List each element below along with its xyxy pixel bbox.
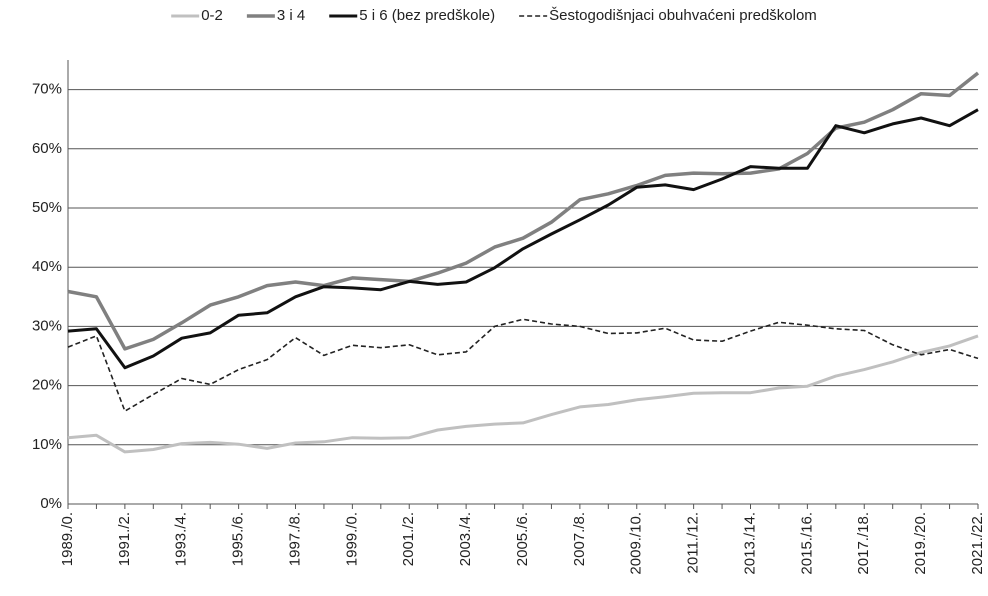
y-tick-label: 50% — [32, 199, 62, 216]
y-tick-label: 0% — [40, 495, 62, 512]
series-line — [67, 71, 980, 351]
y-tick-label: 20% — [32, 377, 62, 394]
x-tick-label: 2005./6. — [514, 512, 531, 566]
x-tick-label: 1995./6. — [230, 512, 247, 566]
x-tick-label: 2019./20. — [912, 512, 929, 575]
x-tick-label: 1999./0. — [343, 512, 360, 566]
legend-label: Šestogodišnjaci obuhvaćeni predškolom — [549, 7, 817, 24]
y-tick-label: 30% — [32, 317, 62, 334]
x-tick-label: 2013./14. — [741, 512, 758, 575]
x-tick-label: 2011./12. — [685, 512, 702, 573]
x-tick-label: 2021./22. — [969, 512, 986, 575]
x-tick-label: 1997./8. — [286, 512, 303, 566]
legend: 0-2 3 i 4 5 i 6 (bez predškole) Šestogodišn… — [171, 7, 817, 24]
legend-label: 0-2 — [201, 7, 223, 24]
series-line — [67, 108, 979, 370]
y-tick-label: 10% — [32, 436, 62, 453]
series-line — [67, 334, 979, 454]
y-tick-label: 60% — [32, 140, 62, 157]
legend-label: 5 i 6 (bez predškole) — [359, 7, 495, 24]
x-tick-label: 2015./16. — [798, 512, 815, 575]
x-tick-label: 2007./8. — [571, 512, 588, 566]
x-tick-label: 1989./0. — [59, 512, 76, 566]
x-tick-label: 2003./4. — [457, 512, 474, 566]
y-tick-label: 40% — [32, 258, 62, 275]
x-tick-label: 2001./2. — [400, 512, 417, 566]
x-tick-label: 1993./4. — [173, 512, 190, 566]
y-tick-label: 70% — [32, 81, 62, 98]
x-tick-label: 2009./10. — [628, 512, 645, 575]
series-line — [67, 318, 979, 412]
legend-label: 3 i 4 — [277, 7, 305, 24]
x-tick-label: 2017./18. — [855, 512, 872, 575]
x-tick-label: 1991./2. — [116, 512, 133, 566]
